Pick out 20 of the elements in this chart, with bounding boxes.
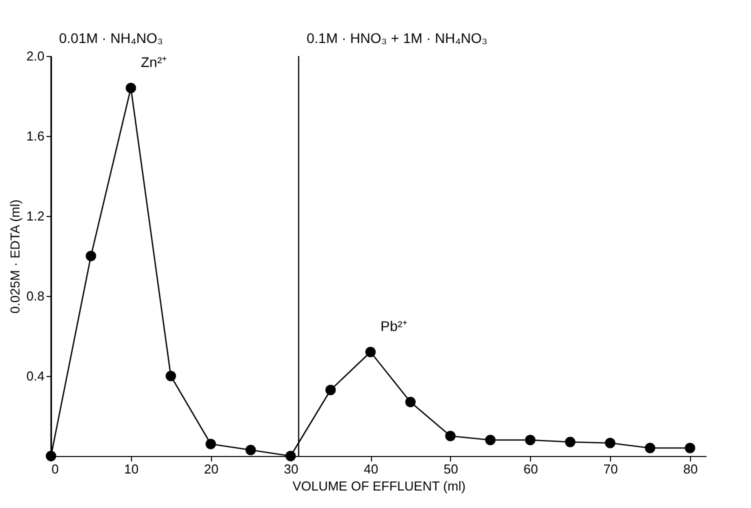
y-tick-label: 2.0 — [26, 48, 44, 64]
y-tick-label: 1.2 — [26, 208, 44, 224]
y-axis-title: 0.025M · EDTA (ml) — [7, 200, 22, 314]
y-tick-label: 1.6 — [26, 128, 44, 144]
x-tick-label: 80 — [683, 462, 698, 476]
x-tick-label: 0 — [52, 462, 59, 476]
x-tick-label: 40 — [364, 462, 378, 476]
annotation: Pb²⁺ — [380, 318, 408, 334]
annotation: Zn²⁺ — [140, 54, 167, 70]
x-tick-label: 10 — [124, 462, 139, 476]
x-tick-label: 30 — [284, 462, 298, 476]
x-tick-label: 50 — [444, 462, 458, 476]
x-tick-label: 70 — [603, 462, 618, 476]
ref-line-label: 0.01M · NH₄NO₃ — [59, 30, 163, 46]
x-axis-title: VOLUME OF EFFLUENT (ml) — [292, 478, 466, 494]
y-tick-label: 0.4 — [26, 368, 44, 384]
x-tick-label: 60 — [524, 462, 538, 476]
ref-line-label: 0.1M · HNO₃ + 1M · NH₄NO₃ — [306, 30, 488, 46]
y-tick-label: 0.8 — [26, 288, 44, 304]
x-tick-label: 20 — [204, 462, 218, 476]
